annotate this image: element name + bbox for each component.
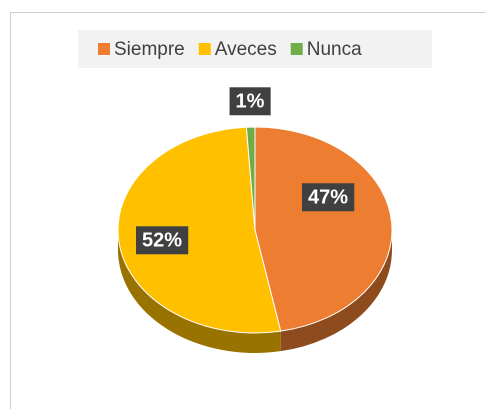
legend-label: Aveces [215,39,277,60]
legend: Siempre Aveces Nunca [98,39,362,60]
data-label: 47% [308,186,348,208]
legend-label: Nunca [307,39,362,60]
data-label: 52% [142,229,182,251]
legend-swatch [291,43,303,55]
legend-swatch [98,43,110,55]
legend-label: Siempre [114,39,185,60]
legend-swatch [199,43,211,55]
data-label: 1% [236,90,265,112]
